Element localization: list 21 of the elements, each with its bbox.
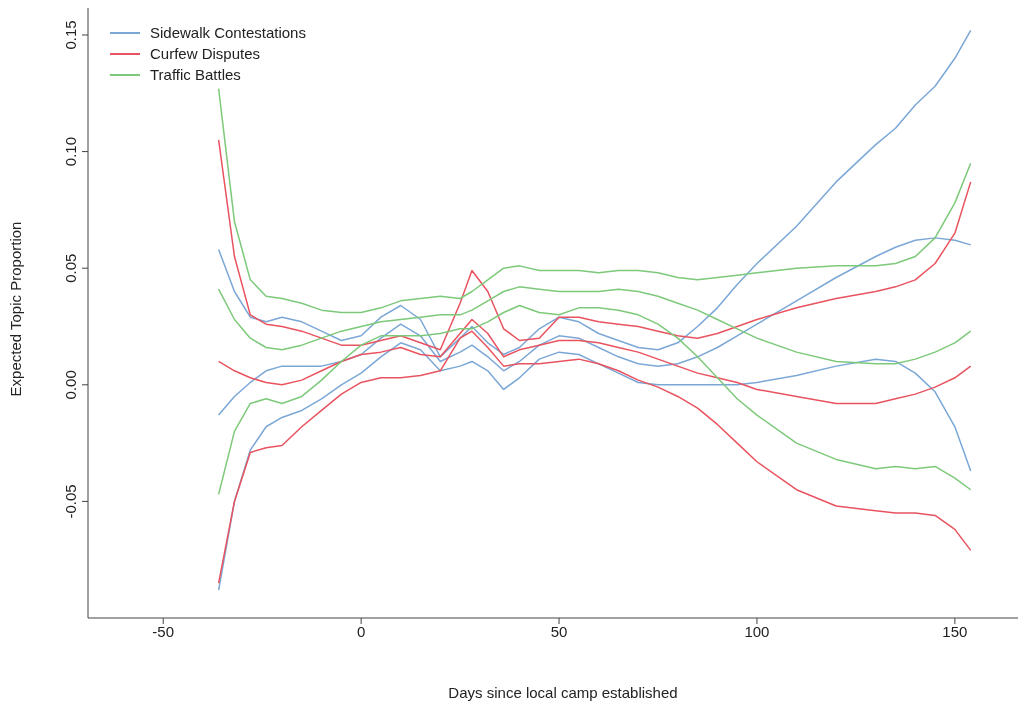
x-axis-title: Days since local camp established: [448, 684, 678, 701]
x-tick-label: -50: [152, 622, 175, 640]
legend-label: Traffic Battles: [150, 66, 241, 83]
y-tick-label: -0.05: [62, 484, 79, 519]
y-tick-label: 0.15: [62, 20, 79, 50]
x-tick-label: 0: [356, 622, 366, 640]
line-series: [217, 237, 972, 416]
x-tick-label: 50: [550, 622, 568, 640]
line-series: [217, 139, 972, 351]
x-tick-label: 150: [942, 622, 968, 640]
x-tick-label: 100: [744, 622, 770, 640]
line-series: [217, 304, 972, 496]
legend-label: Sidewalk Contestations: [150, 24, 306, 41]
line-series: [217, 318, 972, 405]
y-tick-label: 0.00: [62, 370, 79, 400]
y-axis-title: Expected Topic Proportion: [7, 221, 25, 397]
legend-label: Curfew Disputes: [150, 45, 261, 62]
y-tick-label: 0.10: [62, 136, 79, 167]
y-tick-label: 0.05: [62, 253, 79, 283]
line-series: [217, 286, 972, 365]
line-series: [217, 87, 972, 314]
